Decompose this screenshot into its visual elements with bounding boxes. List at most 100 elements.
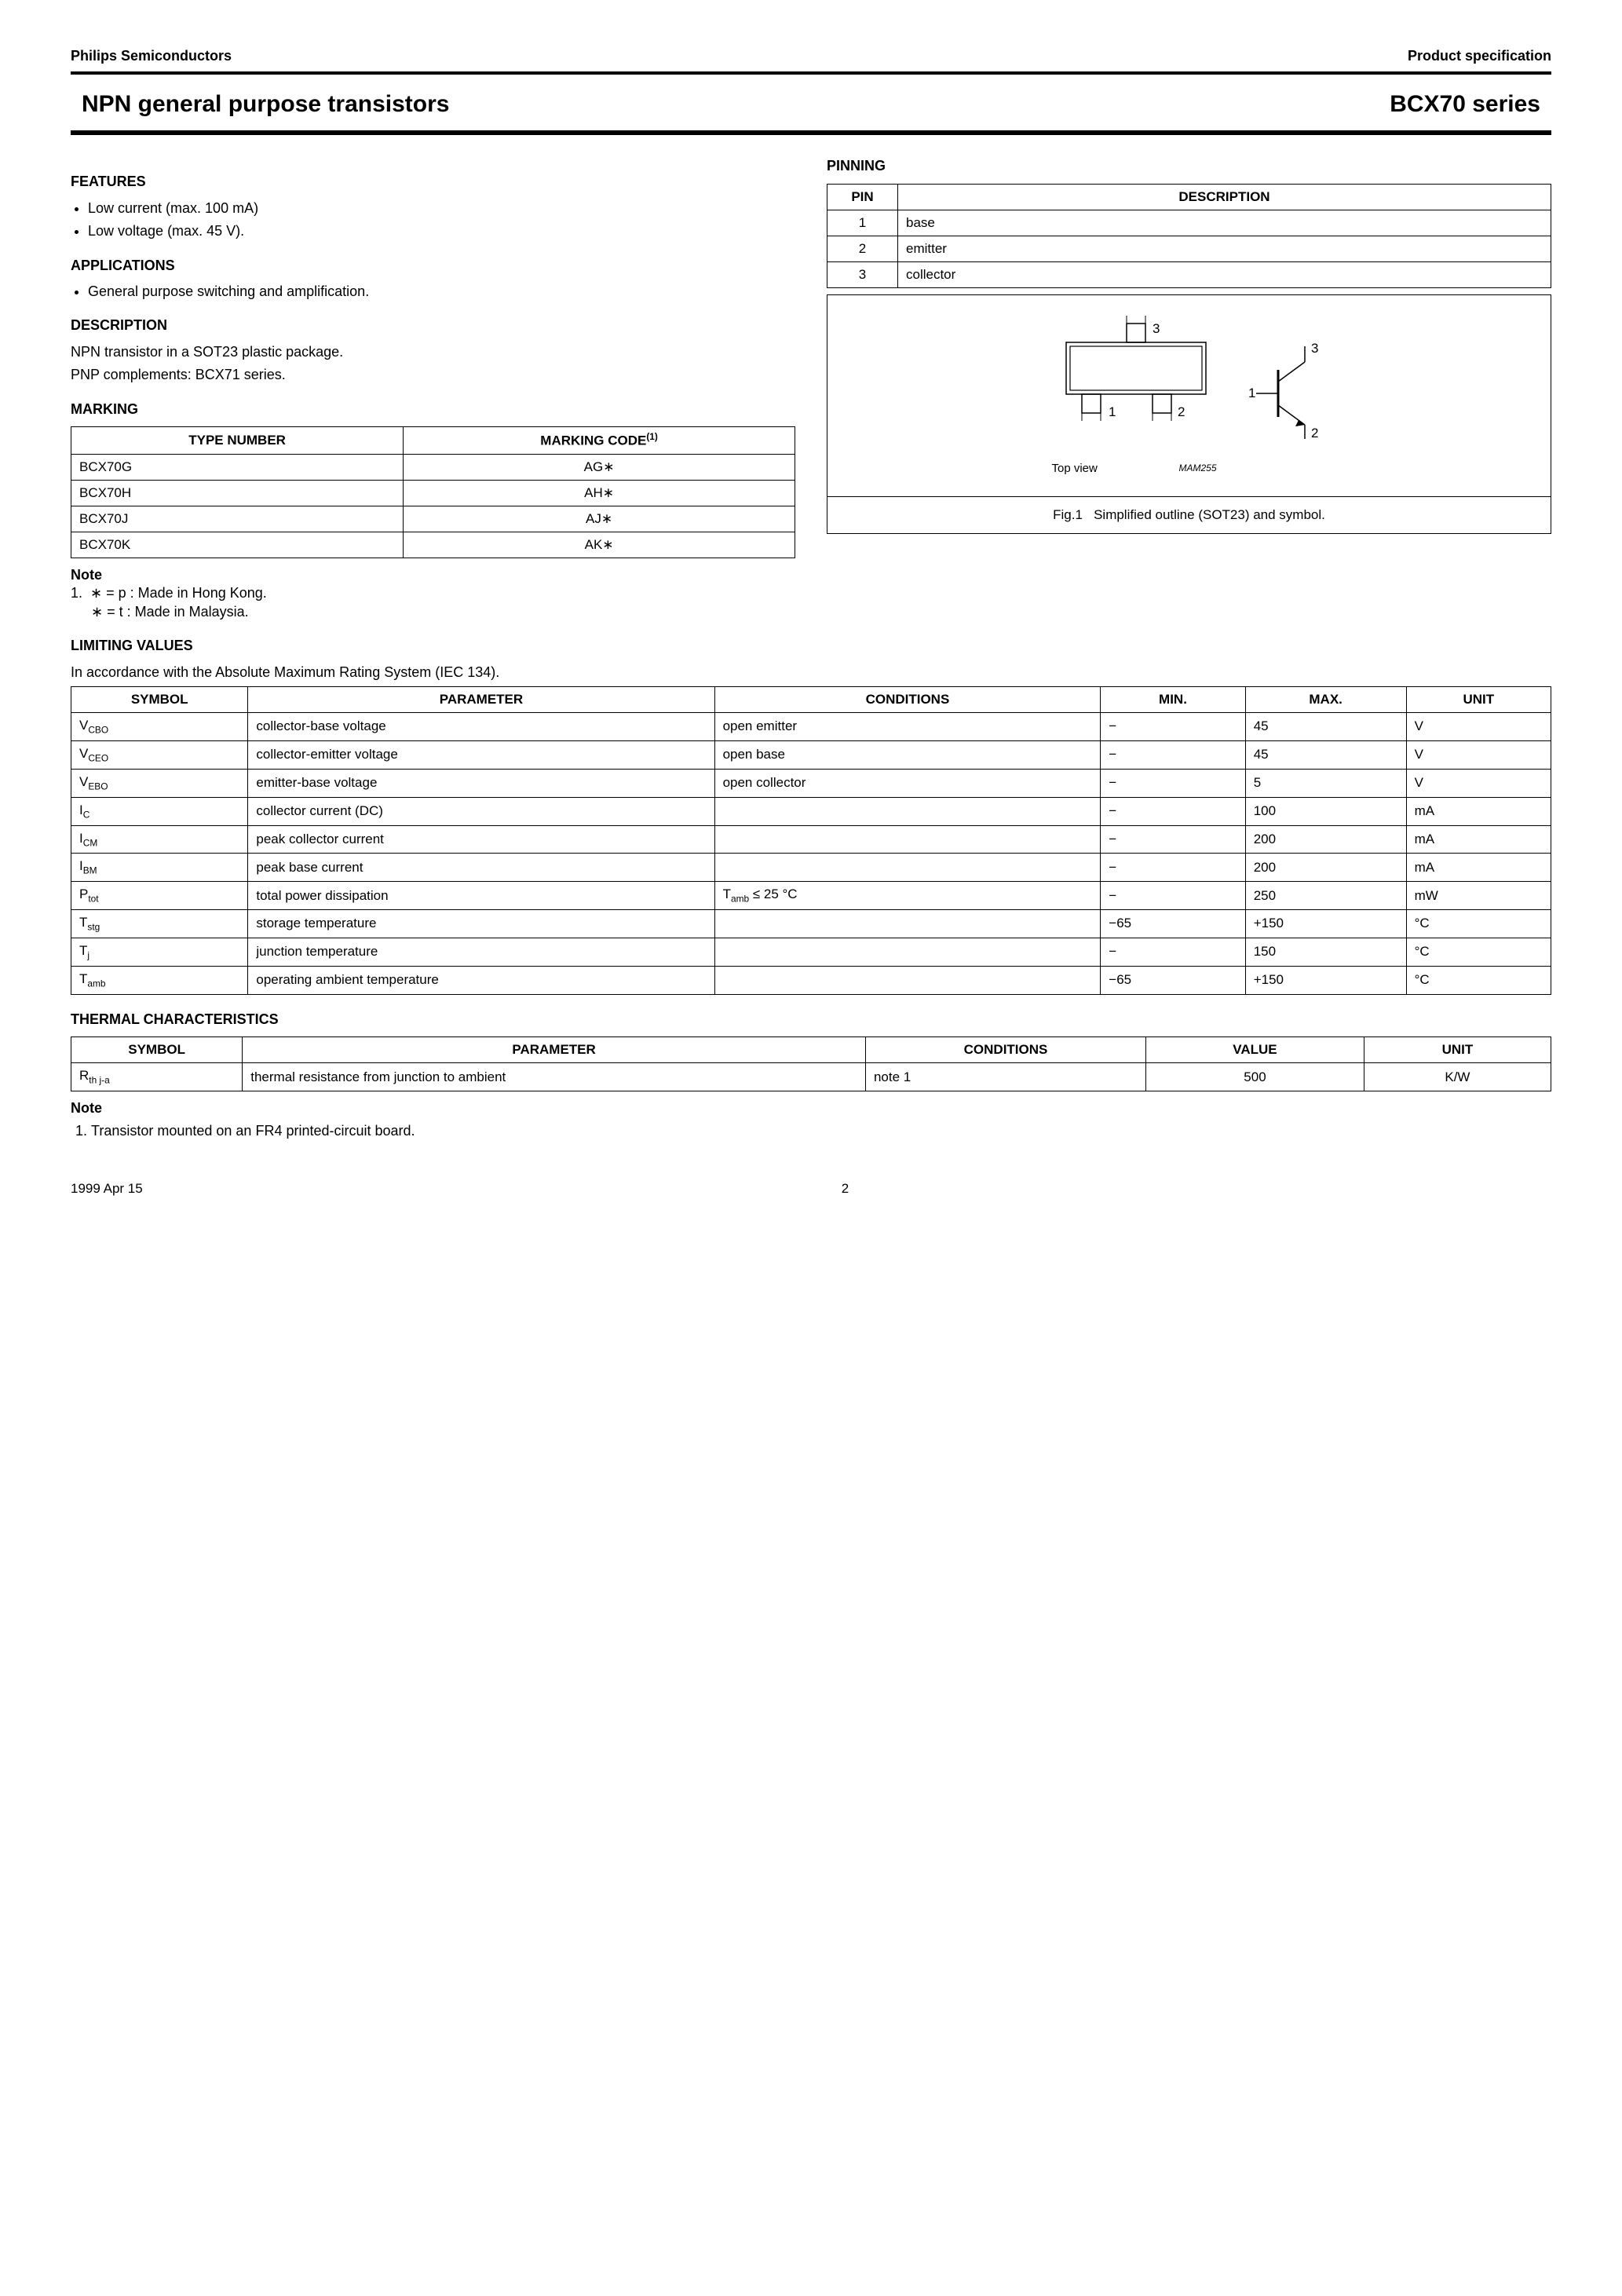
cell-symbol: VCEO [71,740,248,769]
marking-note: 1. ∗ = p : Made in Hong Kong. [71,584,795,602]
limiting-intro: In accordance with the Absolute Maximum … [71,664,1551,682]
cell-symbol: IC [71,797,248,825]
cell-param: emitter-base voltage [248,769,714,797]
table-header-row: TYPE NUMBER MARKING CODE(1) [71,426,795,454]
cell-symbol: Rth j-a [71,1063,243,1091]
table-row: BCX70JAJ∗ [71,506,795,532]
col-unit: UNIT [1406,686,1551,712]
marking-note-sub: ∗ = t : Made in Malaysia. [91,603,795,621]
cell-max: 250 [1245,882,1406,910]
cell-max: 200 [1245,825,1406,854]
table-row: Ptottotal power dissipationTamb ≤ 25 °C−… [71,882,1551,910]
col-pin: PIN [827,184,898,210]
cell-unit: mA [1406,825,1551,854]
features-list: Low current (max. 100 mA) Low voltage (m… [71,199,795,241]
col-min: MIN. [1101,686,1245,712]
sym-emitter: 2 [1311,426,1318,441]
col-type-number: TYPE NUMBER [71,426,404,454]
cell-max: 150 [1245,938,1406,966]
cell-unit: V [1406,713,1551,741]
cell-max: 5 [1245,769,1406,797]
top-view-label: Top view [1052,461,1098,477]
cell-symbol: Tj [71,938,248,966]
cell-param: thermal resistance from junction to ambi… [243,1063,866,1091]
col-value: VALUE [1146,1037,1364,1063]
table-row: Rth j-a thermal resistance from junction… [71,1063,1551,1091]
table-row: ICMpeak collector current−200mA [71,825,1551,854]
cell-min: − [1101,854,1245,882]
rule-top [71,71,1551,75]
part-number: BCX70 series [1390,89,1540,119]
table-row: Tstgstorage temperature−65+150°C [71,910,1551,938]
table-row: 1base [827,210,1551,236]
col-symbol: SYMBOL [71,686,248,712]
applications-list: General purpose switching and amplificat… [71,283,795,301]
cell-cond: open collector [714,769,1101,797]
transistor-symbol: 1 3 2 [1248,338,1327,453]
cell-min: − [1101,797,1245,825]
header-left: Philips Semiconductors [71,47,232,65]
pinning-heading: PINNING [827,157,1551,175]
limiting-table: SYMBOL PARAMETER CONDITIONS MIN. MAX. UN… [71,686,1551,995]
cell-min: − [1101,769,1245,797]
table-row: 3collector [827,262,1551,288]
col-conditions: CONDITIONS [714,686,1101,712]
pinning-table: PIN DESCRIPTION 1base 2emitter 3collecto… [827,184,1551,288]
cell-symbol: Ptot [71,882,248,910]
cell-symbol: IBM [71,854,248,882]
col-marking-code: MARKING CODE(1) [404,426,795,454]
cell-max: 200 [1245,854,1406,882]
col-unit: UNIT [1364,1037,1551,1063]
feature-item: Low voltage (max. 45 V). [88,222,795,240]
pin1-label: 1 [1109,404,1116,419]
figure-caption: Fig.1 Simplified outline (SOT23) and sym… [827,496,1551,533]
cell-param: collector-emitter voltage [248,740,714,769]
cell-cond [714,910,1101,938]
cell-value: 500 [1146,1063,1364,1091]
rule-title [71,130,1551,135]
figure-box: 3 1 2 Top vi [827,294,1551,534]
description-line: NPN transistor in a SOT23 plastic packag… [71,343,795,361]
table-row: VCBOcollector-base voltageopen emitter−4… [71,713,1551,741]
cell-max: 45 [1245,713,1406,741]
table-row: ICcollector current (DC) −100mA [71,797,1551,825]
table-header-row: SYMBOL PARAMETER CONDITIONS VALUE UNIT [71,1037,1551,1063]
cell-min: − [1101,713,1245,741]
cell-unit: mA [1406,797,1551,825]
thermal-note: Transistor mounted on an FR4 printed-cir… [91,1122,1551,1140]
figure-code: MAM255 [1178,462,1216,477]
page-header: Philips Semiconductors Product specifica… [71,47,1551,65]
col-description: DESCRIPTION [898,184,1551,210]
cell-max: +150 [1245,966,1406,994]
marking-note-head: Note [71,566,795,584]
col-parameter: PARAMETER [248,686,714,712]
cell-param: storage temperature [248,910,714,938]
cell-unit: V [1406,769,1551,797]
cell-cond [714,966,1101,994]
cell-param: collector-base voltage [248,713,714,741]
cell-param: total power dissipation [248,882,714,910]
cell-symbol: VEBO [71,769,248,797]
table-header-row: PIN DESCRIPTION [827,184,1551,210]
cell-param: peak base current [248,854,714,882]
right-column: PINNING PIN DESCRIPTION 1base 2emitter 3… [827,157,1551,621]
header-right: Product specification [1408,47,1551,65]
cell-param: collector current (DC) [248,797,714,825]
table-row: IBMpeak base current−200mA [71,854,1551,882]
cell-min: − [1101,740,1245,769]
table-row: VCEOcollector-emitter voltageopen base−4… [71,740,1551,769]
col-max: MAX. [1245,686,1406,712]
cell-cond: note 1 [865,1063,1145,1091]
feature-item: Low current (max. 100 mA) [88,199,795,218]
description-line: PNP complements: BCX71 series. [71,366,795,384]
upper-columns: FEATURES Low current (max. 100 mA) Low v… [71,157,1551,621]
cell-cond [714,825,1101,854]
cell-min: −65 [1101,966,1245,994]
limiting-heading: LIMITING VALUES [71,637,1551,655]
cell-max: 45 [1245,740,1406,769]
cell-max: 100 [1245,797,1406,825]
cell-min: − [1101,938,1245,966]
cell-cond [714,854,1101,882]
page-title: NPN general purpose transistors [82,89,449,119]
table-header-row: SYMBOL PARAMETER CONDITIONS MIN. MAX. UN… [71,686,1551,712]
